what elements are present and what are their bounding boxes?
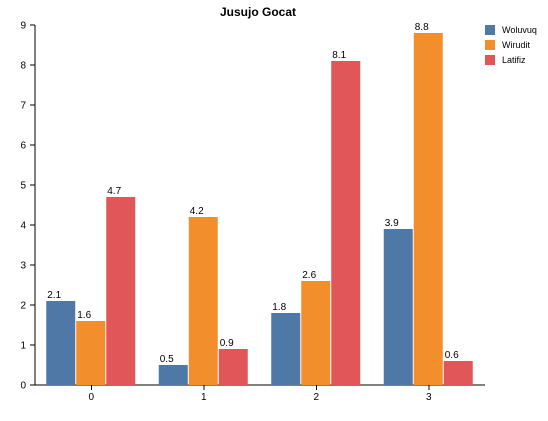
bars (46, 33, 473, 385)
bar (383, 229, 413, 385)
data-label: 8.8 (415, 22, 429, 33)
legend-label: Woluvuq (502, 25, 537, 35)
bar (331, 61, 361, 385)
legend-swatch (485, 40, 495, 50)
x-tick-label: 3 (426, 392, 432, 403)
y-tick-label: 2 (20, 301, 26, 312)
data-label: 1.8 (272, 302, 286, 313)
data-label: 2.6 (302, 270, 316, 281)
bar (76, 321, 106, 385)
x-tick-label: 2 (313, 392, 319, 403)
bar (46, 301, 76, 385)
bar (106, 197, 136, 385)
y-axis: 0 1 2 3 4 5 6 7 8 9 (20, 21, 36, 392)
legend-label: Wirudit (502, 40, 531, 50)
x-tick-label: 0 (88, 392, 94, 403)
y-tick-label: 5 (20, 181, 26, 192)
data-label: 0.6 (445, 350, 459, 361)
bar (413, 33, 443, 385)
legend: Woluvuq Wirudit Latifiz (485, 25, 537, 65)
bar (218, 349, 248, 385)
bar (188, 217, 218, 385)
legend-label: Latifiz (502, 55, 526, 65)
y-tick-label: 0 (20, 381, 26, 392)
bar (301, 281, 331, 385)
bar (443, 361, 473, 385)
legend-swatch (485, 55, 495, 65)
data-label: 0.9 (220, 338, 234, 349)
data-label: 4.2 (190, 206, 204, 217)
data-labels: 2.1 1.6 4.7 0.5 4.2 0.9 1.8 2.6 8.1 3.9 8.8 0.6 (47, 22, 459, 365)
data-label: 0.5 (160, 354, 174, 365)
y-tick-label: 6 (20, 141, 26, 152)
legend-swatch (485, 25, 495, 35)
chart-title: Jusujo Gocat (220, 5, 296, 19)
bar (271, 313, 301, 385)
data-label: 3.9 (385, 218, 399, 229)
y-tick-label: 8 (20, 61, 26, 72)
y-tick-label: 1 (20, 341, 26, 352)
data-label: 1.6 (77, 310, 91, 321)
data-label: 4.7 (107, 186, 121, 197)
data-label: 2.1 (47, 290, 61, 301)
y-tick-label: 3 (20, 261, 26, 272)
data-label: 8.1 (332, 50, 346, 61)
y-tick-label: 9 (20, 21, 26, 32)
y-tick-label: 4 (20, 221, 26, 232)
x-axis: 0 1 2 3 (35, 384, 485, 403)
bar (158, 365, 188, 385)
x-tick-label: 1 (201, 392, 207, 403)
y-tick-label: 7 (20, 101, 26, 112)
